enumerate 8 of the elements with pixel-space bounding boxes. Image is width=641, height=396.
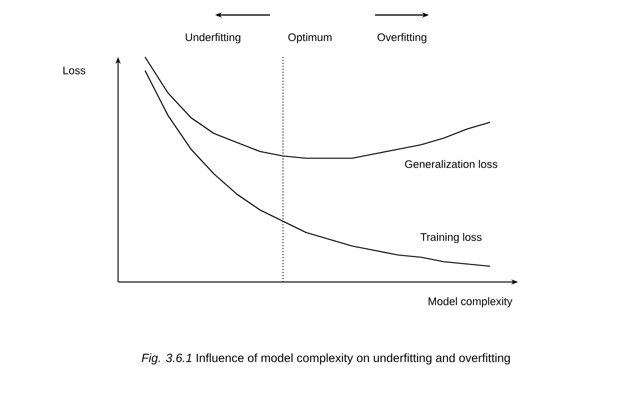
text: Fig. 3.6.1 Influence of model complexity on underfitting and overfitting: [142, 353, 510, 364]
y-axis-title: Loss: [63, 66, 86, 74]
text: Optimum: [288, 33, 332, 44]
text: Underfitting: [186, 33, 240, 44]
series-label: Generalization loss: [405, 160, 498, 168]
x-axis-title: Model complexity: [428, 297, 512, 308]
text: Overfitting: [378, 33, 426, 44]
series-label: Training loss: [420, 232, 482, 244]
